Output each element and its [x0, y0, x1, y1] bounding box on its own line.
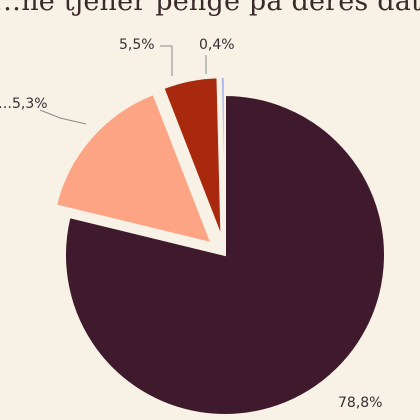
slice-0-4 — [219, 76, 226, 238]
data-label: 0,4% — [199, 37, 235, 53]
leader-line — [160, 45, 173, 76]
slice-5-5 — [162, 76, 223, 238]
slice-15-3 — [54, 92, 214, 245]
leader-line — [39, 109, 87, 125]
data-label: 5,5% — [119, 37, 155, 53]
chart-title: …ne tjener penge på deres data — [0, 0, 420, 17]
data-label: 78,8% — [338, 395, 382, 411]
slice-78-8 — [64, 93, 386, 416]
data-label: …5,3% — [0, 96, 48, 112]
